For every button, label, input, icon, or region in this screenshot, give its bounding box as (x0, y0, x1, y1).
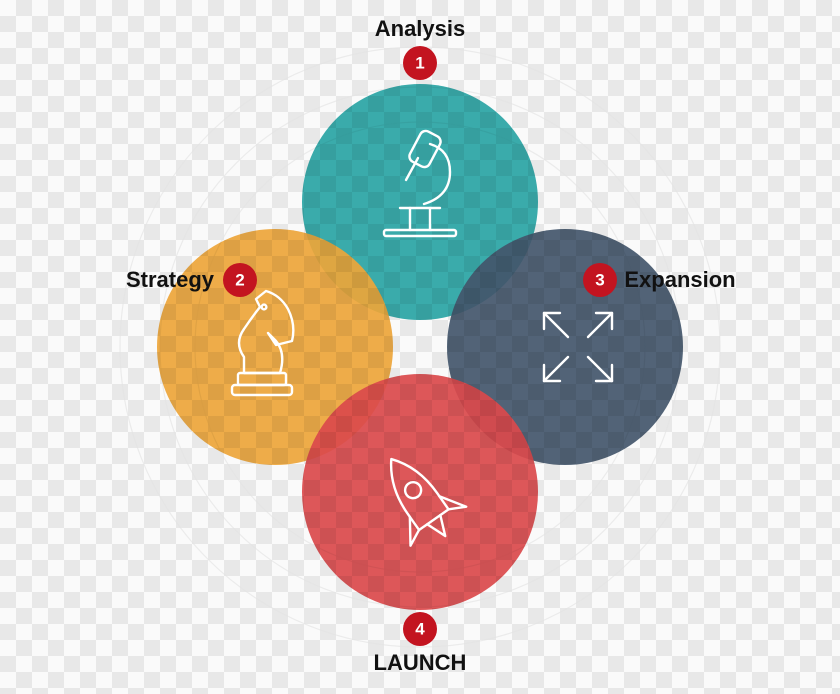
badge-4-number: 4 (415, 619, 425, 638)
badge-2-number: 2 (235, 270, 244, 289)
label-strategy: Strategy (126, 267, 215, 292)
label-expansion: Expansion (624, 267, 735, 292)
badge-3-number: 3 (595, 270, 604, 289)
badge-1-number: 1 (415, 53, 424, 72)
label-analysis: Analysis (375, 16, 466, 41)
diagram-stage: 1 Analysis 2 Strategy 3 Expansion 4 LAUN… (0, 0, 840, 694)
label-launch: LAUNCH (374, 650, 467, 675)
